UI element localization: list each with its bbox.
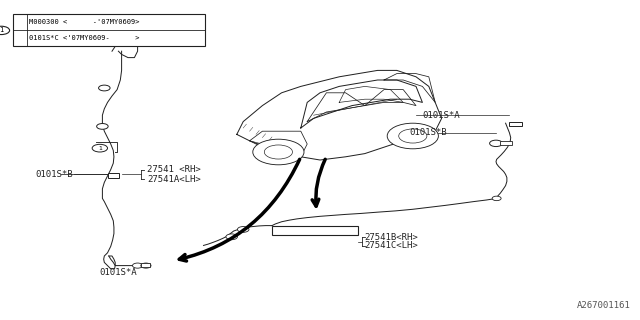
Circle shape	[92, 144, 108, 152]
Circle shape	[253, 139, 304, 165]
Bar	[141, 263, 150, 267]
Text: 27541A<LH>: 27541A<LH>	[147, 175, 201, 184]
Text: M000300 <      -'07MY0609>: M000300 < -'07MY0609>	[29, 20, 140, 25]
Circle shape	[99, 85, 110, 91]
Text: A267001161: A267001161	[577, 301, 630, 310]
Circle shape	[226, 234, 237, 240]
Text: 0101S*A: 0101S*A	[99, 268, 137, 277]
Text: 27541 <RH>: 27541 <RH>	[147, 165, 201, 174]
Bar	[13, 14, 205, 46]
Circle shape	[492, 196, 501, 201]
Circle shape	[132, 263, 143, 268]
Circle shape	[237, 227, 249, 232]
Circle shape	[141, 263, 151, 268]
Text: 27541B<RH>: 27541B<RH>	[365, 233, 419, 242]
Bar	[500, 141, 512, 145]
Text: 0101S*C <'07MY0609-      >: 0101S*C <'07MY0609- >	[29, 36, 140, 41]
Text: 27541C<LH>: 27541C<LH>	[365, 241, 419, 250]
Text: 0101S*A: 0101S*A	[422, 111, 460, 120]
Text: 0101S*B: 0101S*B	[410, 128, 447, 137]
Circle shape	[490, 140, 502, 147]
Bar	[272, 226, 358, 235]
Circle shape	[399, 129, 427, 143]
Text: 1: 1	[0, 28, 3, 33]
Circle shape	[0, 26, 10, 35]
Circle shape	[387, 123, 438, 149]
Text: 1: 1	[98, 146, 102, 151]
Text: 0101S*B: 0101S*B	[35, 170, 73, 179]
Circle shape	[264, 145, 292, 159]
Bar	[108, 173, 119, 178]
Bar	[509, 122, 522, 126]
Bar	[129, 38, 143, 43]
Circle shape	[97, 124, 108, 129]
